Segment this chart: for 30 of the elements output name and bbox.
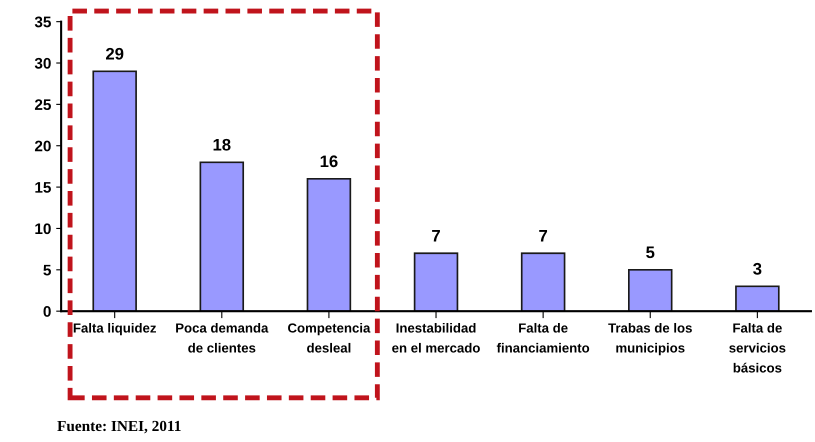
data-label: 7 — [432, 230, 440, 242]
data-label: 5 — [646, 246, 654, 258]
y-tick-label: 35 — [34, 16, 51, 28]
bar — [735, 286, 780, 312]
bar — [200, 161, 244, 312]
bar — [306, 178, 352, 312]
y-tick-label: 5 — [43, 264, 51, 276]
x-tick-label: Poca demanda de clientes — [176, 322, 268, 353]
data-label: 3 — [753, 262, 762, 275]
bar — [628, 268, 673, 312]
data-label: 7 — [539, 230, 548, 242]
x-tick-label: Competencia desleal — [288, 322, 370, 353]
x-tick-label: Falta de servicios básicos — [729, 322, 786, 373]
data-label: 16 — [320, 155, 338, 168]
data-label: 18 — [214, 138, 231, 151]
x-tick-label: Inestabilidad en el mercado — [392, 322, 480, 353]
bar — [414, 252, 458, 312]
bar — [92, 70, 137, 312]
y-tick-label: 10 — [35, 223, 51, 234]
x-tick-label: Falta de financiamiento — [496, 322, 590, 353]
source-note: Fuente: INEI, 2011 — [57, 420, 181, 434]
y-tick-label: 30 — [34, 58, 51, 69]
data-label: 29 — [106, 48, 124, 60]
x-tick-label: Trabas de los municipios — [608, 322, 692, 356]
y-tick-label: 15 — [35, 182, 51, 193]
y-tick-label: 25 — [34, 99, 51, 110]
bar — [520, 252, 566, 312]
y-tick-label: 20 — [34, 140, 51, 152]
y-tick-label: 0 — [44, 306, 51, 317]
x-tick-label: Falta liquidez — [74, 322, 156, 336]
